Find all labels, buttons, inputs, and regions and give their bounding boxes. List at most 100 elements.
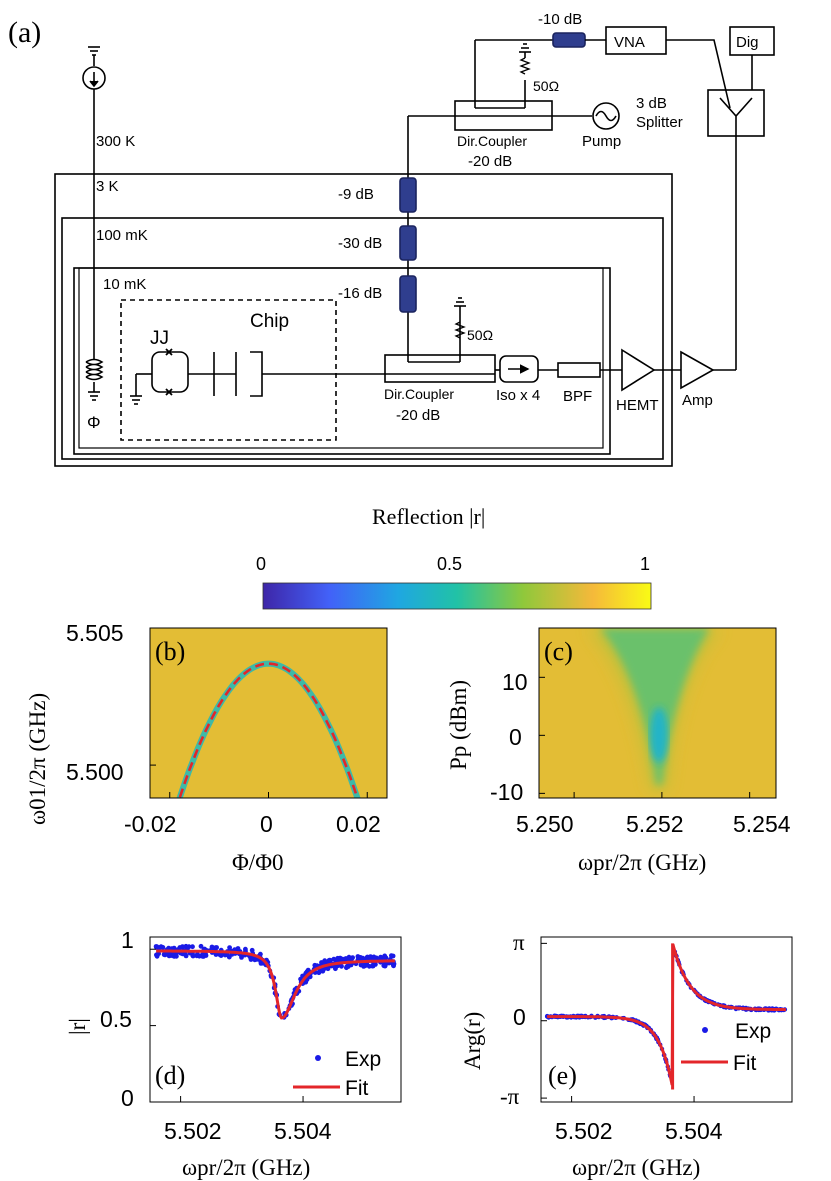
panel-d-exp-point	[360, 962, 365, 968]
colorbar-tick-mid: 0.5	[437, 554, 462, 574]
panel-d-exp-point	[198, 943, 204, 949]
panel-d-exp-point	[177, 945, 183, 950]
hemt-label: HEMT	[616, 397, 659, 414]
coupler-top-name: Dir.Coupler	[457, 133, 527, 149]
colorbar: Reflection |r| 0 0.5 1	[256, 504, 652, 610]
dig-label: Dig	[736, 34, 759, 51]
panel-d-exp-point	[218, 953, 224, 958]
panel-c-ylabel: Pp (dBm)	[446, 680, 471, 770]
panel-d-exp-point	[344, 965, 349, 971]
schematic-panel: (a) 300 K 3 K 100 mK 10 mK	[8, 11, 775, 467]
panel-c-label: (c)	[544, 637, 573, 666]
amp-label: Amp	[682, 392, 713, 409]
panel-b-xtick-right: 0.02	[336, 811, 381, 837]
panel-d-exp-point	[197, 953, 202, 959]
panel-c-ytick-0: 0	[509, 724, 522, 750]
panel-b-fit-curve	[178, 662, 359, 798]
attenuator-9db-label: -9 dB	[338, 186, 374, 203]
panel-c-ytick-10: 10	[502, 669, 528, 695]
panel-b-heatmap: (b) 5.505 5.500 -0.02 0 0.02 Φ/Φ0 ω01/2π…	[25, 620, 388, 875]
panel-d-exp-point	[331, 956, 337, 962]
splitter-label-2: Splitter	[636, 114, 683, 131]
isolator-label: Iso x 4	[496, 387, 540, 404]
panel-e-label: (e)	[548, 1061, 577, 1090]
panel-d-exp-point	[183, 943, 189, 949]
attenuator-10db	[552, 32, 586, 48]
panel-d-legend-exp-marker	[315, 1055, 321, 1061]
current-source-icon	[82, 46, 106, 90]
panel-c-xtick-mid: 5.252	[626, 811, 684, 837]
panel-d-label: (d)	[155, 1061, 185, 1090]
panel-e-ytick-0: 0	[513, 1004, 526, 1030]
colorbar-gradient	[262, 582, 652, 610]
panel-d-ylabel: |r|	[65, 1018, 90, 1035]
panel-c-dip-center	[650, 707, 668, 763]
panel-a-label: (a)	[8, 16, 41, 49]
panel-d-exp-point	[322, 958, 328, 964]
load-top-label: 50Ω	[533, 78, 559, 94]
panel-e-legend-exp-marker	[702, 1027, 708, 1033]
panel-c-xtick-right: 5.254	[733, 811, 791, 837]
panel-d-legend-fit: Fit	[345, 1077, 368, 1100]
pump-source-icon	[592, 102, 620, 130]
panel-e-ytick-pi: π	[513, 930, 525, 955]
panel-d-exp-point	[369, 963, 375, 969]
panel-c-xtick-left: 5.250	[516, 811, 574, 837]
panel-d-exp-point	[389, 953, 394, 958]
panel-b-label: (b)	[155, 637, 185, 666]
panel-d-exp-point	[154, 952, 159, 958]
splitter-label-1: 3 dB	[636, 95, 667, 112]
panel-d-ytick-1: 1	[121, 927, 134, 953]
panel-e-xlabel: ωpr/2π (GHz)	[572, 1155, 700, 1180]
attenuator-16db-label: -16 dB	[338, 285, 382, 302]
load-bottom-icon	[454, 297, 466, 339]
panel-e-xtick-right: 5.504	[665, 1118, 723, 1144]
panel-e-legend-fit: Fit	[733, 1052, 756, 1075]
panel-d-exp-point	[391, 963, 396, 969]
panel-d-exp-point	[243, 946, 248, 952]
panel-d-fit-line	[156, 949, 395, 1020]
panel-d-exp-point	[157, 945, 162, 950]
temp-10mk-label: 10 mK	[103, 276, 146, 293]
temp-300k-label: 300 K	[96, 133, 135, 150]
panel-d-exp-point	[190, 944, 195, 950]
attenuator-9db	[399, 177, 417, 213]
hemt-amplifier-icon	[621, 348, 656, 392]
panel-c-dip-core	[600, 628, 710, 785]
panel-d-exp-point	[371, 956, 377, 961]
bpf-label: BPF	[563, 388, 592, 405]
attenuator-30db-label: -30 dB	[338, 235, 382, 252]
panel-d-legend-exp: Exp	[345, 1048, 381, 1071]
colorbar-tick-1: 1	[640, 554, 650, 574]
panel-e-xtick-left: 5.502	[555, 1118, 613, 1144]
panel-d-ytick-0: 0	[121, 1085, 134, 1111]
stage-100mk-box	[61, 217, 664, 460]
panel-d-exp-point	[213, 952, 219, 957]
attenuator-16db	[399, 275, 417, 313]
temp-3k-label: 3 K	[96, 178, 119, 195]
panel-b-ytick-top: 5.505	[66, 620, 124, 646]
panel-d-exp-point	[343, 956, 349, 962]
panel-b-xtick-mid: 0	[260, 811, 273, 837]
panel-d-exp-point	[160, 945, 166, 950]
panel-d-exp-point	[190, 953, 196, 959]
attenuator-30db	[399, 225, 417, 261]
panel-d-exp-point	[381, 963, 387, 968]
panel-e-fit-line	[547, 943, 786, 1090]
panel-d-exp-point	[227, 945, 233, 950]
dir-coupler-bottom	[384, 354, 496, 383]
isolator-box	[499, 355, 539, 383]
stage-inner-box	[78, 267, 604, 449]
coupler-bottom-name: Dir.Coupler	[384, 386, 454, 402]
panel-b-xlabel: Φ/Φ0	[232, 850, 284, 875]
chip-box	[120, 299, 337, 441]
chip-label: Chip	[250, 311, 289, 332]
load-top-icon	[519, 43, 531, 75]
panel-d-exp-point	[316, 970, 322, 976]
panel-d-ytick-05: 0.5	[100, 1006, 132, 1032]
colorbar-title: Reflection |r|	[372, 504, 485, 529]
vna-label: VNA	[614, 34, 645, 51]
load-bottom-label: 50Ω	[467, 327, 493, 343]
panel-b-ylabel: ω01/2π (GHz)	[25, 693, 50, 825]
flux-coil-icon	[85, 358, 104, 401]
